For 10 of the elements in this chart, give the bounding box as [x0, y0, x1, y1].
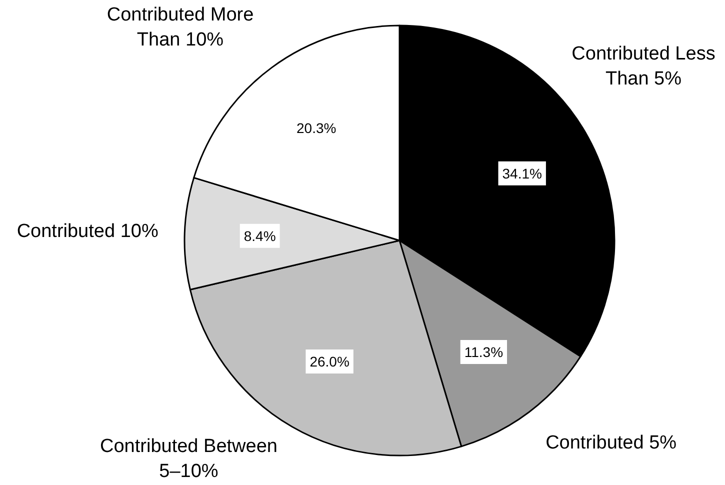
data-label: 26.0%	[310, 353, 350, 370]
slice-label: Contributed More Than 10%	[106, 4, 254, 51]
slice-label: Contributed Between 5–10%	[100, 436, 278, 482]
slice-label: Contributed 5%	[546, 432, 677, 454]
slice-label: Contributed Less Than 5%	[572, 43, 716, 90]
slice-label: Contributed 10%	[16, 221, 158, 242]
data-label: 20.3%	[296, 120, 336, 136]
data-label: 8.4%	[244, 228, 276, 244]
data-label: 11.3%	[464, 344, 504, 360]
data-label: 34.1%	[502, 165, 542, 182]
